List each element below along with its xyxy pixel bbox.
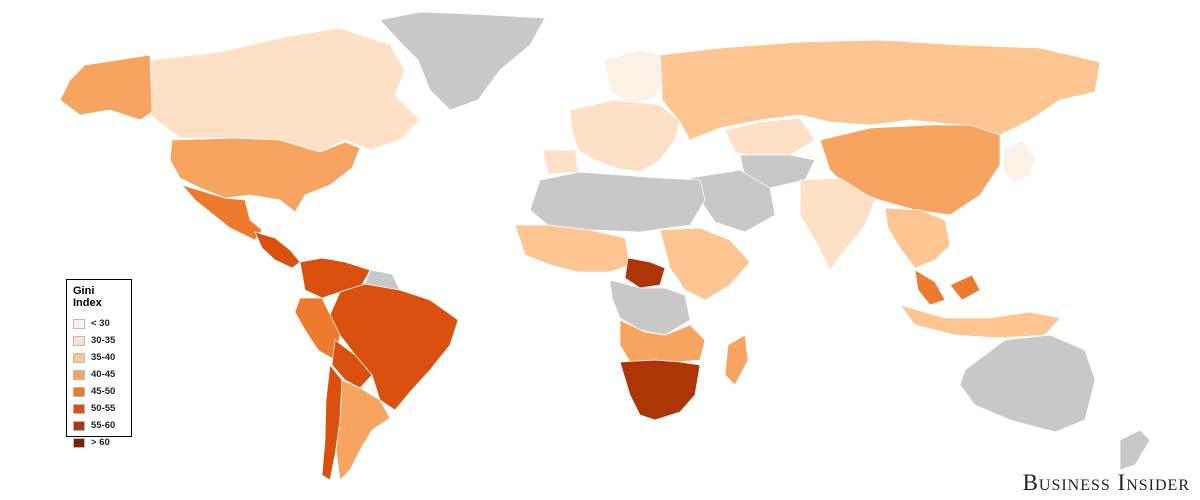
legend-swatch: [73, 369, 85, 380]
legend-swatch: [73, 335, 85, 346]
region-madagascar: [724, 334, 749, 386]
region-angola-zambia: [619, 319, 706, 363]
region-argentina: [335, 379, 391, 481]
legend-swatch: [73, 352, 85, 363]
legend-label: > 60: [91, 437, 110, 448]
legend-label: 45-50: [91, 386, 116, 397]
region-usa: [169, 137, 361, 213]
brand-logo: Business Insider: [1022, 470, 1190, 495]
region-malaysia: [914, 269, 981, 306]
region-new-zealand: [1119, 429, 1151, 471]
region-europe: [569, 99, 681, 173]
legend-item: < 30: [73, 315, 125, 332]
region-iberia: [542, 149, 579, 175]
region-congo-region: [609, 279, 691, 336]
legend-label: < 30: [91, 318, 110, 329]
region-scandinavia: [604, 49, 663, 103]
region-canada: [149, 27, 421, 153]
legend: Gini Index < 30 30-35 35-40 40-45 45-50 50-55…: [66, 279, 132, 448]
region-indonesia: [899, 304, 1061, 339]
legend-item: 40-45: [73, 366, 125, 383]
legend-label: 40-45: [91, 369, 116, 380]
legend-item: > 60: [73, 434, 125, 451]
legend-title: Gini Index: [73, 285, 102, 309]
legend-swatch: [73, 420, 85, 431]
legend-label: 55-60: [91, 420, 116, 431]
region-central-america: [254, 231, 301, 269]
legend-label: 35-40: [91, 352, 116, 363]
region-southeast-asia: [884, 207, 951, 269]
legend-swatch: [73, 318, 85, 329]
legend-swatch: [73, 437, 85, 448]
legend-item: 50-55: [73, 400, 125, 417]
region-india: [799, 177, 876, 271]
legend-label: 50-55: [91, 403, 116, 414]
region-west-africa: [514, 224, 631, 273]
region-greenland: [379, 11, 546, 111]
legend-item: 35-40: [73, 349, 125, 366]
region-japan-korea: [1001, 139, 1036, 183]
region-kazakhstan: [724, 117, 816, 159]
legend-swatch: [73, 403, 85, 414]
legend-item: 30-35: [73, 332, 125, 349]
region-east-africa: [659, 227, 751, 301]
region-peru: [294, 297, 341, 361]
region-alaska: [59, 54, 153, 121]
region-russia: [659, 39, 1101, 141]
legend-item: 55-60: [73, 417, 125, 434]
region-central-african-republic: [624, 257, 666, 289]
region-southern-africa: [619, 359, 701, 421]
region-brazil: [329, 283, 459, 411]
legend-swatch: [73, 386, 85, 397]
legend-item: 45-50: [73, 383, 125, 400]
region-australia: [959, 334, 1096, 433]
legend-label: 30-35: [91, 335, 116, 346]
region-north-africa: [529, 171, 706, 233]
